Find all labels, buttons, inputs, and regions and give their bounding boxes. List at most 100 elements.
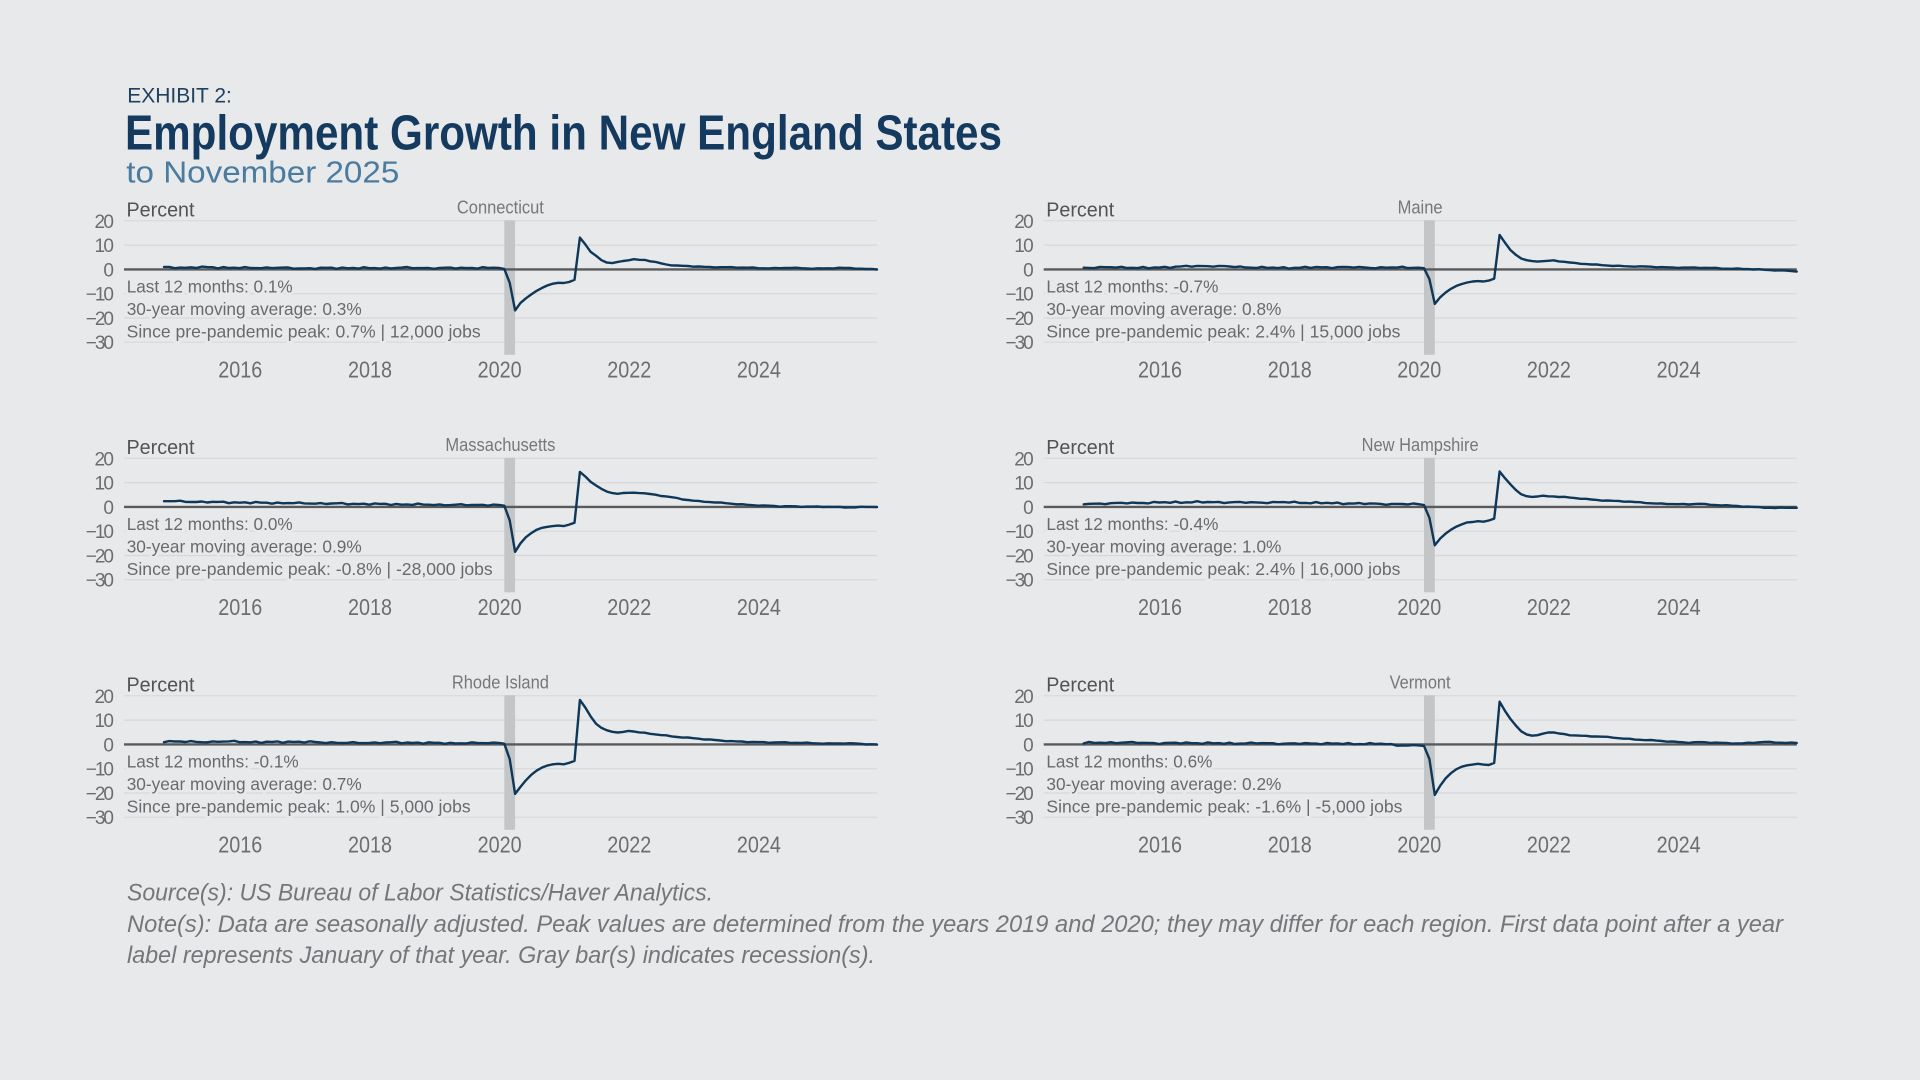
svg-text:Last 12 months: -0.1%: Last 12 months: -0.1% [127, 752, 299, 772]
svg-text:Percent: Percent [1046, 673, 1114, 696]
svg-text:New Hampshire: New Hampshire [1362, 435, 1479, 455]
svg-text:2024: 2024 [737, 356, 781, 382]
svg-text:0: 0 [103, 735, 114, 756]
svg-text:30-year moving average: 0.2%: 30-year moving average: 0.2% [1046, 774, 1281, 794]
svg-text:−10: −10 [86, 522, 114, 543]
svg-text:−30: −30 [1006, 333, 1034, 354]
svg-text:Last 12 months: -0.4%: Last 12 months: -0.4% [1046, 514, 1218, 534]
svg-text:2018: 2018 [1268, 356, 1312, 382]
svg-text:20: 20 [95, 212, 115, 233]
svg-text:2024: 2024 [737, 594, 781, 620]
svg-text:20: 20 [1014, 212, 1034, 233]
svg-text:−20: −20 [1006, 784, 1034, 805]
svg-text:2018: 2018 [348, 594, 392, 620]
svg-text:Since pre-pandemic peak: -0.8%: Since pre-pandemic peak: -0.8% | -28,000… [127, 559, 493, 579]
svg-text:Employment Growth in New Engla: Employment Growth in New England States [125, 105, 1002, 160]
svg-text:10: 10 [1014, 711, 1034, 732]
svg-text:0: 0 [103, 498, 114, 519]
svg-text:20: 20 [1014, 449, 1034, 470]
svg-text:30-year moving average: 0.9%: 30-year moving average: 0.9% [127, 537, 362, 557]
svg-text:−30: −30 [1006, 808, 1034, 829]
svg-text:Percent: Percent [127, 673, 195, 696]
svg-text:−30: −30 [1006, 571, 1034, 592]
svg-text:10: 10 [1014, 474, 1034, 495]
svg-text:10: 10 [95, 711, 115, 732]
svg-text:20: 20 [95, 687, 115, 708]
svg-text:−10: −10 [1006, 760, 1034, 781]
svg-text:Last 12 months: 0.1%: Last 12 months: 0.1% [127, 277, 293, 297]
svg-text:to November 2025: to November 2025 [126, 155, 399, 190]
svg-text:2020: 2020 [478, 831, 522, 857]
svg-text:−30: −30 [86, 571, 114, 592]
svg-text:Since pre-pandemic peak: 0.7%: Since pre-pandemic peak: 0.7% | 12,000 j… [127, 322, 481, 342]
svg-text:2016: 2016 [218, 831, 262, 857]
svg-text:−20: −20 [1006, 309, 1034, 330]
svg-text:10: 10 [1014, 236, 1034, 257]
svg-text:EXHIBIT 2:: EXHIBIT 2: [127, 84, 232, 107]
svg-text:Note(s): Data are seasonally a: Note(s): Data are seasonally adjusted. P… [127, 911, 1784, 938]
svg-text:2022: 2022 [607, 831, 651, 857]
svg-text:Percent: Percent [127, 436, 195, 459]
svg-text:Maine: Maine [1398, 198, 1443, 218]
svg-text:2018: 2018 [348, 356, 392, 382]
svg-text:2016: 2016 [1138, 356, 1182, 382]
svg-text:−10: −10 [86, 760, 114, 781]
svg-text:2018: 2018 [1268, 831, 1312, 857]
svg-text:Massachusetts: Massachusetts [445, 435, 555, 455]
svg-text:20: 20 [1014, 687, 1034, 708]
svg-text:2020: 2020 [1397, 356, 1441, 382]
svg-text:Vermont: Vermont [1390, 673, 1451, 693]
svg-text:Last 12 months: -0.7%: Last 12 months: -0.7% [1046, 277, 1218, 297]
svg-text:2024: 2024 [1657, 594, 1701, 620]
svg-text:2022: 2022 [607, 594, 651, 620]
svg-text:Percent: Percent [1046, 198, 1114, 221]
svg-text:Connecticut: Connecticut [457, 198, 544, 218]
svg-text:Last 12 months: 0.6%: Last 12 months: 0.6% [1046, 752, 1212, 772]
svg-text:30-year moving average: 0.7%: 30-year moving average: 0.7% [127, 774, 362, 794]
svg-text:Since pre-pandemic peak: 2.4%: Since pre-pandemic peak: 2.4% | 15,000 j… [1046, 322, 1400, 342]
svg-text:Since pre-pandemic peak: 2.4%: Since pre-pandemic peak: 2.4% | 16,000 j… [1046, 559, 1400, 579]
svg-text:−10: −10 [1006, 522, 1034, 543]
svg-text:0: 0 [1023, 735, 1034, 756]
svg-text:−30: −30 [86, 808, 114, 829]
svg-text:Percent: Percent [127, 198, 195, 221]
svg-text:2020: 2020 [478, 594, 522, 620]
svg-text:2022: 2022 [1527, 831, 1571, 857]
svg-text:30-year moving average: 1.0%: 30-year moving average: 1.0% [1046, 537, 1281, 557]
svg-text:30-year moving average: 0.8%: 30-year moving average: 0.8% [1046, 299, 1281, 319]
svg-text:10: 10 [95, 474, 115, 495]
svg-text:10: 10 [95, 236, 115, 257]
svg-text:−20: −20 [86, 784, 114, 805]
svg-text:2022: 2022 [607, 356, 651, 382]
svg-text:−20: −20 [1006, 547, 1034, 568]
svg-text:Last 12 months: 0.0%: Last 12 months: 0.0% [127, 514, 293, 534]
svg-text:−20: −20 [86, 547, 114, 568]
svg-text:Rhode Island: Rhode Island [452, 673, 549, 693]
svg-text:label represents January of th: label represents January of that year. G… [127, 942, 875, 969]
svg-text:0: 0 [1023, 260, 1034, 281]
svg-text:0: 0 [1023, 498, 1034, 519]
svg-text:2018: 2018 [348, 831, 392, 857]
svg-text:−10: −10 [1006, 285, 1034, 306]
svg-text:2024: 2024 [1657, 356, 1701, 382]
svg-text:0: 0 [103, 260, 114, 281]
svg-text:Source(s): US Bureau of Labor: Source(s): US Bureau of Labor Statistics… [127, 880, 713, 907]
svg-text:−20: −20 [86, 309, 114, 330]
svg-text:20: 20 [95, 449, 115, 470]
svg-text:Percent: Percent [1046, 436, 1114, 459]
svg-text:2020: 2020 [478, 356, 522, 382]
svg-text:2018: 2018 [1268, 594, 1312, 620]
svg-text:2016: 2016 [218, 356, 262, 382]
svg-text:2016: 2016 [1138, 594, 1182, 620]
svg-text:2024: 2024 [737, 831, 781, 857]
svg-text:−10: −10 [86, 285, 114, 306]
svg-text:2020: 2020 [1397, 831, 1441, 857]
svg-text:30-year moving average: 0.3%: 30-year moving average: 0.3% [127, 299, 362, 319]
svg-text:2016: 2016 [218, 594, 262, 620]
svg-text:2022: 2022 [1527, 594, 1571, 620]
svg-text:2024: 2024 [1657, 831, 1701, 857]
svg-text:Since pre-pandemic peak: -1.6%: Since pre-pandemic peak: -1.6% | -5,000 … [1046, 797, 1402, 817]
svg-text:2020: 2020 [1397, 594, 1441, 620]
svg-text:2016: 2016 [1138, 831, 1182, 857]
svg-text:Since pre-pandemic peak: 1.0%: Since pre-pandemic peak: 1.0% | 5,000 jo… [127, 797, 471, 817]
